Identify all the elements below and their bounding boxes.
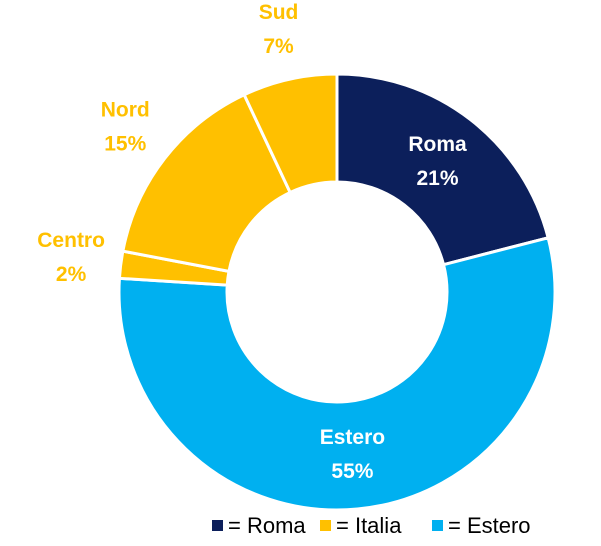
slice-name: Nord [101,98,150,121]
slice-name: Roma [408,133,467,156]
slice [242,72,339,195]
slice-value: 7% [263,35,294,58]
slice-name: Sud [259,1,299,24]
legend-swatch [432,520,443,531]
legend-swatch [212,520,223,531]
legend-label: = Roma [228,513,306,538]
slice-name: Estero [320,426,385,449]
legend-label: = Estero [448,513,531,538]
slice [335,72,550,267]
slice-value: 2% [56,263,87,286]
slice-name: Centro [37,229,105,252]
slice-value: 15% [104,132,146,155]
slice [121,92,293,274]
slice [117,235,557,512]
slice-value: 21% [417,167,459,190]
legend-label: = Italia [336,513,402,538]
legend-swatch [320,520,331,531]
slice-value: 55% [331,460,373,483]
